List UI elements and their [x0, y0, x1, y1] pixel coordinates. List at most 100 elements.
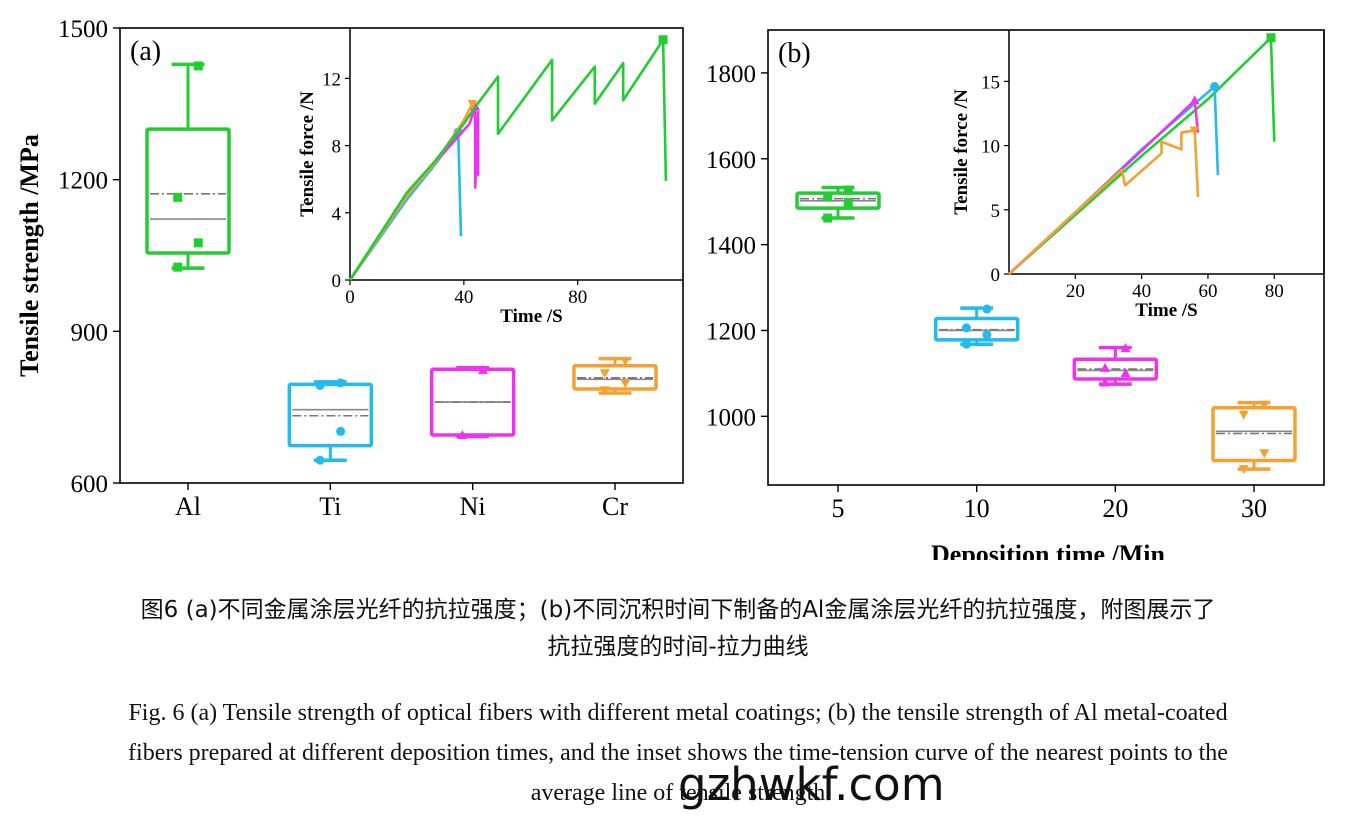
data-point [982, 330, 992, 340]
x-tick-label: Ni [460, 492, 486, 521]
inset-x-tick-label: 80 [1265, 281, 1284, 302]
series-peak-marker [1210, 82, 1220, 92]
data-point [1259, 400, 1270, 410]
series-peak-marker [1266, 33, 1276, 43]
data-point [843, 185, 853, 195]
x-tick-label: 10 [964, 494, 990, 523]
caption-en-line-1: Fig. 6 (a) Tensile strength of optical f… [128, 700, 1228, 726]
series-line-al [1008, 36, 1276, 275]
inset-x-tick-label: 20 [1066, 281, 1085, 302]
y-tick-label: 600 [71, 471, 109, 498]
y-tick-label: 1400 [706, 233, 756, 260]
y-tick-label: 1600 [706, 147, 756, 174]
box-30 [1211, 400, 1297, 475]
inset-y-tick-label: 8 [332, 137, 342, 158]
data-point [620, 379, 631, 389]
x-axis-label: Deposition time /Min [931, 540, 1166, 560]
caption-en-line-2: fibers prepared at different deposition … [128, 740, 1228, 766]
x-tick-label: Cr [602, 492, 628, 521]
inset-y-tick-label: 15 [981, 72, 1000, 93]
caption-chinese: 图6 (a)不同金属涂层光纤的抗拉强度；(b)不同沉积时间下制备的Al金属涂层光… [0, 592, 1356, 666]
x-tick-label: Al [175, 492, 201, 521]
inset-y-tick-label: 5 [991, 201, 1001, 222]
box-20 [1072, 343, 1159, 387]
data-point [315, 455, 325, 465]
x-tick-label: 30 [1241, 494, 1267, 523]
inset-x-tick-label: 80 [568, 287, 587, 308]
data-point [961, 339, 971, 349]
x-tick-label: 20 [1102, 494, 1128, 523]
data-point [1120, 367, 1131, 377]
series-line-ti [348, 130, 463, 281]
data-point [1238, 465, 1249, 475]
box-10 [933, 304, 1020, 349]
y-tick-label: 900 [71, 319, 109, 346]
data-point [1259, 449, 1270, 459]
box-iqr [145, 127, 231, 255]
inset-y-tick-label: 0 [991, 265, 1001, 286]
box-Al [145, 61, 231, 272]
data-point [823, 192, 833, 202]
series-peak-marker [1189, 126, 1200, 136]
box-Ti [287, 378, 374, 465]
data-point [457, 430, 468, 440]
series-peak-marker [467, 100, 478, 109]
panel-label: (b) [778, 38, 811, 69]
caption-english: Fig. 6 (a) Tensile strength of optical f… [0, 693, 1356, 813]
data-point [1238, 410, 1249, 420]
inset-y-tick-label: 10 [981, 137, 1000, 158]
panel-a-inset-line-chart: 0 4 8 12 0 40 80 Time /S Tensile force /N [297, 28, 683, 327]
data-point [1100, 377, 1111, 387]
y-tick-label: 1200 [706, 318, 756, 345]
series-peak-marker [658, 35, 668, 45]
data-point [173, 262, 183, 272]
inset-y-axis-label: Tensile force /N [297, 91, 318, 217]
inset-x-tick-label: 0 [345, 287, 355, 308]
data-point [961, 323, 971, 333]
data-point [1120, 343, 1131, 353]
data-point [173, 192, 183, 202]
panel-b-box-plot: 1000 1200 1400 1600 1800 5 10 20 30 (b) Deposition… [706, 29, 1325, 560]
inset-y-tick-label: 4 [332, 204, 342, 225]
caption-cn-line-1: 图6 (a)不同金属涂层光纤的抗拉强度；(b)不同沉积时间下制备的Al金属涂层光… [140, 597, 1216, 623]
y-tick-label: 1500 [58, 16, 108, 43]
panel-b-inset-line-chart: 0 5 10 15 20 40 60 80 Time /S Tensile force /N [951, 30, 1325, 321]
data-point [982, 304, 992, 314]
data-point [599, 386, 610, 396]
series-line-al [348, 38, 668, 281]
y-tick-label: 1800 [706, 61, 756, 88]
data-point [477, 364, 488, 374]
data-point [336, 378, 346, 388]
data-point [336, 426, 346, 436]
data-point [620, 357, 631, 367]
inset-x-axis-label: Time /S [1135, 300, 1197, 321]
inset-y-tick-label: 12 [322, 69, 341, 90]
box-Cr [572, 356, 658, 396]
panel-label: (a) [130, 36, 161, 67]
data-point [843, 198, 853, 208]
inset-x-tick-label: 40 [454, 287, 473, 308]
caption-en-line-3: average line of tensile strength [530, 780, 826, 806]
data-point [315, 380, 325, 390]
inset-y-axis-label: Tensile force /N [951, 89, 972, 215]
inset-y-tick-label: 0 [332, 271, 342, 292]
series-peak-marker [1189, 95, 1200, 105]
plot-frame [119, 27, 684, 484]
data-point [193, 61, 203, 71]
x-tick-label: Ti [319, 492, 341, 521]
y-tick-label: 1200 [58, 168, 108, 195]
box-Ni [429, 364, 516, 440]
data-point [599, 369, 610, 379]
watermark-text: gzhwkf.com [678, 758, 945, 811]
box-5 [795, 185, 881, 223]
inset-x-tick-label: 60 [1198, 281, 1217, 302]
data-point [193, 238, 203, 248]
series-line-cr [1008, 128, 1200, 275]
inset-x-tick-label: 40 [1132, 281, 1151, 302]
data-point [1100, 362, 1111, 372]
x-tick-label: 5 [832, 494, 845, 523]
data-point [823, 213, 833, 223]
caption-cn-line-2: 抗拉强度的时间-拉力曲线 [547, 634, 809, 660]
